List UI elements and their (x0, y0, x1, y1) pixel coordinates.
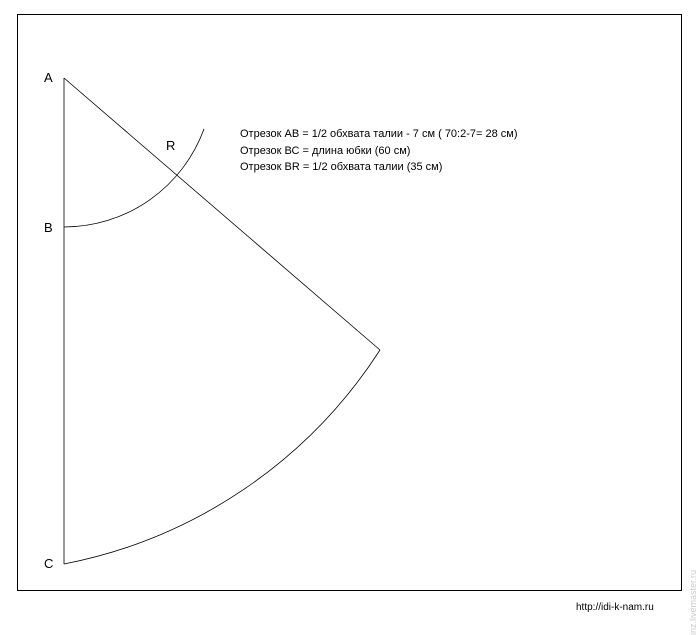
formula-line-3: Отрезок BR = 1/2 обхвата талии (35 см) (240, 159, 518, 176)
source-url: http://idi-k-nam.ru (576, 602, 654, 613)
point-label-c: C (44, 556, 53, 571)
point-label-a: A (44, 70, 53, 85)
formula-block: Отрезок АВ = 1/2 обхвата талии - 7 см ( … (240, 126, 518, 176)
watermark: inz.livemaster.ru (688, 570, 698, 635)
point-label-r: R (166, 138, 175, 153)
point-label-b: B (44, 220, 53, 235)
pattern-diagram (0, 0, 699, 620)
formula-line-1: Отрезок АВ = 1/2 обхвата талии - 7 см ( … (240, 126, 518, 143)
formula-line-2: Отрезок ВС = длина юбки (60 см) (240, 143, 518, 160)
